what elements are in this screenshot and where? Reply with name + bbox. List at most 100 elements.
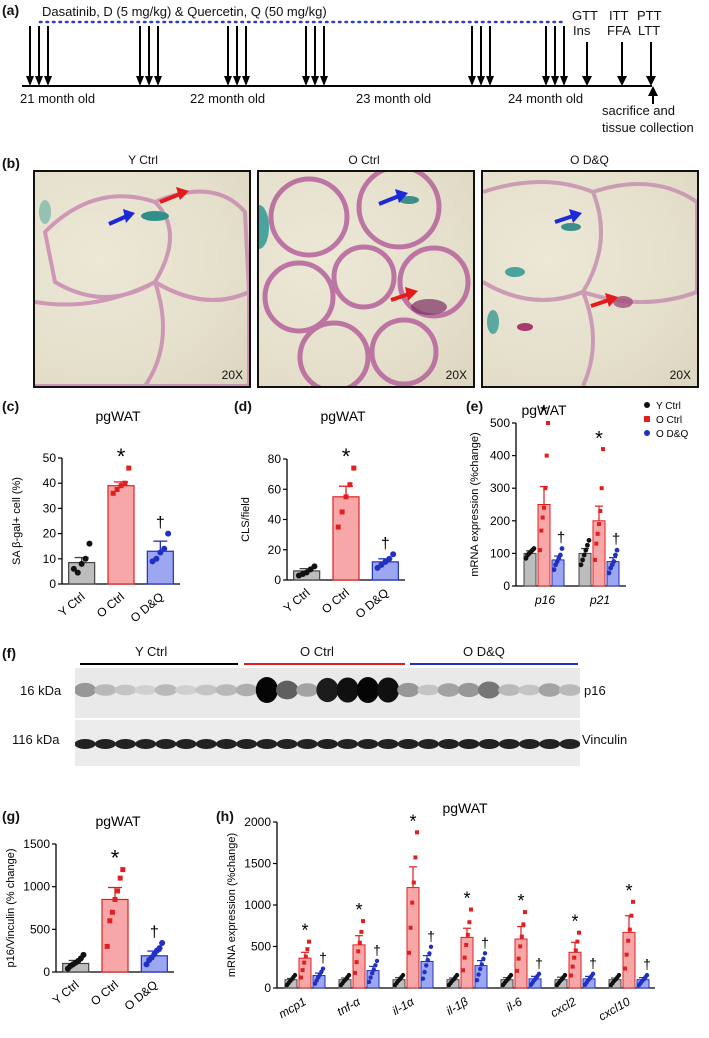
chart-title: pgWAT (442, 800, 488, 816)
panel-label-c: (c) (2, 398, 20, 414)
vinculin-band (175, 739, 197, 749)
treatment-arrowhead (477, 76, 485, 86)
x-tick-label: mcp1 (276, 994, 308, 1021)
data-point (469, 907, 473, 912)
data-point (577, 930, 581, 935)
p16-band (518, 684, 541, 696)
age-21: 21 month old (20, 91, 96, 106)
vinculin-band (155, 739, 177, 749)
significance-mark: * (540, 402, 548, 424)
data-point (570, 964, 575, 969)
data-point (536, 971, 542, 977)
p16-band (235, 683, 258, 697)
data-point (299, 975, 303, 980)
data-point (578, 562, 584, 568)
kda-16: 16 kDa (20, 683, 62, 698)
sacrifice-label: sacrifice and tissue collection (602, 103, 694, 135)
treatment-arrowhead (224, 76, 232, 86)
data-point (586, 537, 592, 543)
y-tick-label: 500 (30, 922, 50, 936)
data-point (422, 969, 427, 975)
data-point (478, 966, 483, 972)
data-point (523, 910, 527, 915)
data-point (479, 962, 484, 967)
wb-group-o: O Ctrl (300, 644, 334, 659)
chart-title: pgWAT (521, 402, 567, 418)
data-point (368, 975, 373, 980)
significance-mark: * (111, 846, 120, 871)
data-point (126, 465, 132, 471)
treatment-arrowhead (44, 76, 52, 86)
data-point (623, 966, 627, 971)
vinculin-band (357, 739, 379, 749)
p16-band (75, 682, 97, 698)
data-point (157, 549, 164, 556)
legend-label: Y Ctrl (656, 401, 681, 412)
treatment-arrowhead (320, 76, 328, 86)
significance-mark: † (643, 956, 651, 972)
x-tick-label: p16 (534, 593, 555, 607)
y-tick-label: 500 (251, 940, 271, 954)
treatment-arrows (26, 26, 568, 86)
data-point (465, 932, 470, 937)
gtt-label: GTT (572, 8, 598, 23)
data-point (559, 546, 565, 551)
data-point (476, 972, 481, 977)
x-tick-label: Y Ctrl (56, 590, 88, 620)
x-tick-label: O D&Q (128, 590, 167, 626)
treatment-arrowhead (311, 76, 319, 86)
data-point (302, 960, 307, 965)
data-point (614, 547, 620, 553)
significance-mark: * (342, 444, 351, 469)
data-point (415, 830, 419, 835)
significance-mark: † (319, 950, 327, 966)
legend-marker (644, 430, 650, 436)
data-point (359, 929, 364, 934)
panel-label-a: (a) (2, 2, 20, 18)
data-point (598, 509, 603, 514)
data-point (86, 540, 93, 547)
p16-band (417, 684, 440, 696)
treatment-arrowhead (302, 76, 310, 86)
data-point (427, 951, 432, 956)
data-point (165, 530, 172, 537)
panel-label-g: (g) (2, 808, 20, 824)
vinculin-band (498, 739, 520, 749)
data-point (78, 560, 85, 567)
p16-band (376, 677, 400, 703)
p16-band (195, 684, 218, 696)
treatment-arrowhead (560, 76, 568, 86)
micrograph-o-dq: 20X (481, 170, 699, 388)
y-tick-label: 20 (268, 543, 282, 557)
data-point (461, 968, 465, 973)
y-axis-label: p16/Vinculin (% change) (5, 848, 17, 967)
y-tick-label: 0 (503, 579, 510, 593)
magnification: 20X (669, 368, 691, 382)
vinculin-band (438, 739, 460, 749)
data-point (597, 522, 601, 527)
significance-mark: * (625, 881, 632, 901)
vinculin-band (215, 739, 238, 749)
y-tick-label: 80 (268, 452, 282, 466)
test-arrows (582, 42, 658, 104)
data-point (112, 896, 118, 902)
y-tick-label: 20 (43, 527, 57, 541)
treatment-arrowhead (145, 76, 153, 86)
significance-mark: * (463, 889, 470, 909)
significance-mark: † (427, 928, 435, 944)
vinculin-band (276, 739, 298, 749)
panel-label-d: (d) (234, 398, 252, 414)
ltt-label: LTT (638, 23, 661, 38)
y-tick-label: 1000 (244, 898, 271, 912)
data-point (590, 971, 596, 977)
data-point (585, 542, 590, 548)
data-point (462, 955, 467, 960)
data-point (515, 968, 519, 973)
vinculin-band (377, 739, 399, 749)
data-point (558, 552, 563, 558)
significance-mark: † (557, 530, 565, 547)
data-point (366, 979, 372, 985)
x-tick-label: O D&Q (122, 978, 161, 1014)
data-point (539, 528, 544, 533)
data-point (346, 972, 352, 978)
